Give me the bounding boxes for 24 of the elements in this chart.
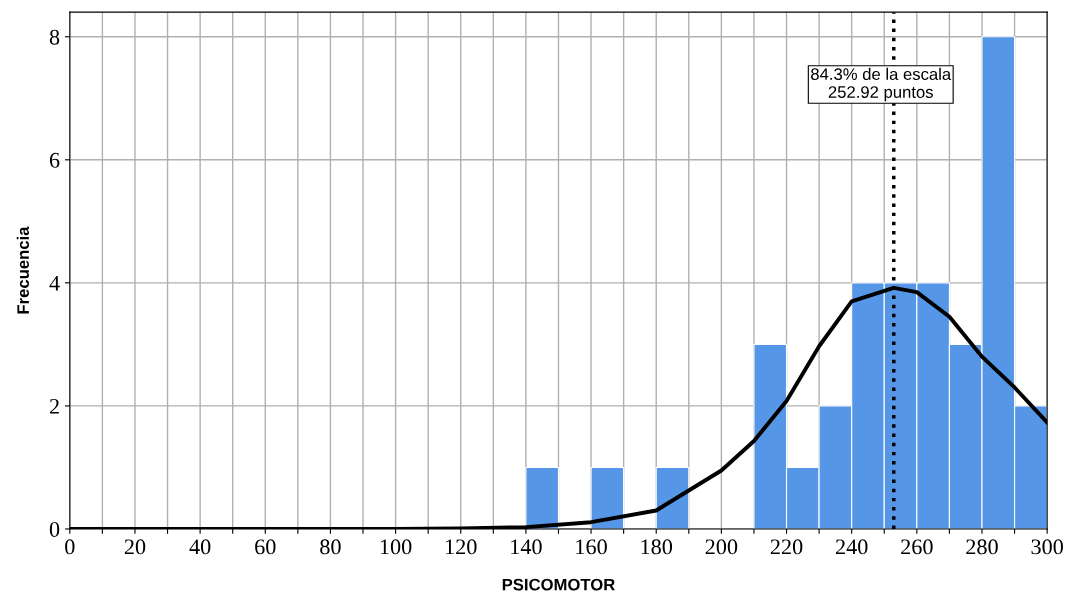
- ref-line-label: 84.3% de la escala 252.92 puntos: [811, 67, 952, 102]
- x-tick-label: 0: [65, 539, 75, 555]
- y-tick-label: 4: [49, 275, 60, 291]
- y-tick-label: 2: [49, 398, 59, 414]
- x-tick-label: 40: [189, 539, 211, 555]
- x-axis-title: PSICOMOTOR: [502, 578, 615, 591]
- x-tick-label: 60: [255, 539, 276, 555]
- x-tick-label: 20: [124, 539, 146, 555]
- x-tick-label: 160: [576, 539, 607, 555]
- x-tick-label: 120: [446, 539, 477, 555]
- x-tick-label: 220: [770, 539, 803, 555]
- y-tick-label: 8: [49, 29, 60, 45]
- x-tick-label: 180: [641, 539, 673, 555]
- x-tick-label: 260: [901, 539, 933, 555]
- x-tick-label: 100: [380, 539, 412, 555]
- x-tick-label: 200: [705, 539, 738, 555]
- y-axis-title: Frecuencia: [16, 226, 30, 314]
- x-tick-label: 300: [1031, 539, 1063, 555]
- x-tick-label: 140: [511, 539, 542, 555]
- x-tick-label: 280: [966, 539, 998, 555]
- y-tick-label: 6: [49, 152, 60, 168]
- x-tick-label: 80: [320, 539, 341, 555]
- x-tick-label: 240: [835, 539, 868, 555]
- y-tick-label: 0: [49, 521, 60, 537]
